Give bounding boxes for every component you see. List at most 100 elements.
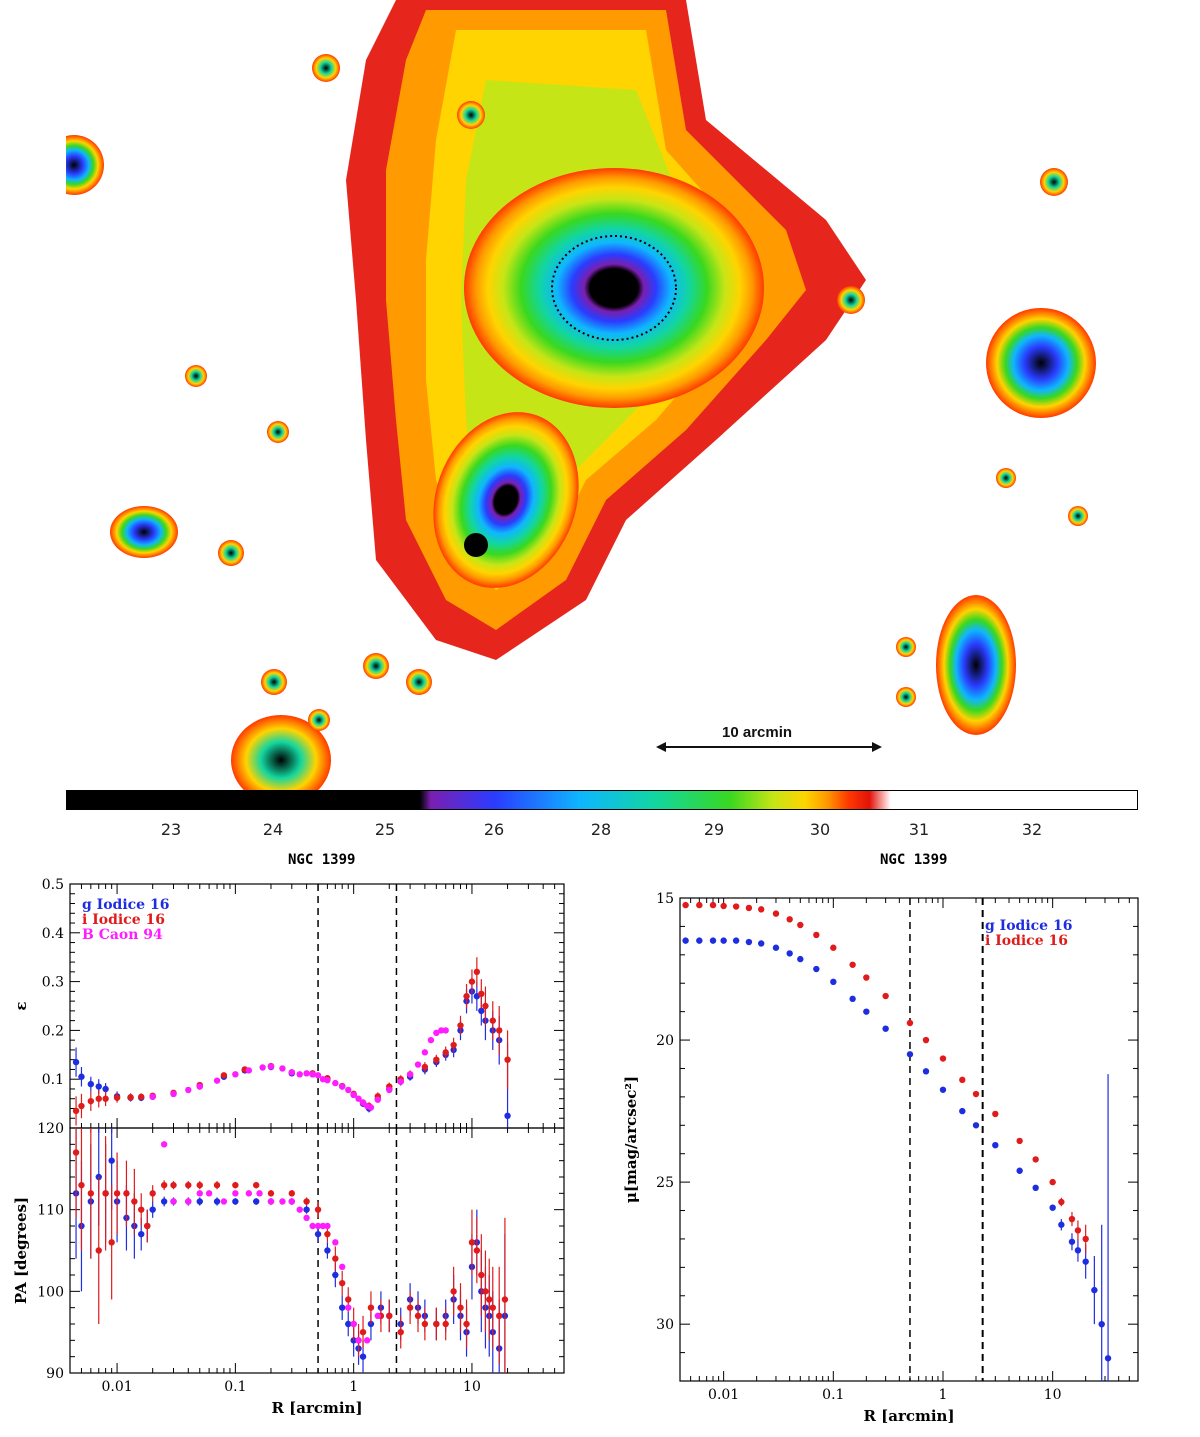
data-point-g-iodice-16	[324, 1076, 331, 1083]
data-point-i-iodice-16	[496, 1312, 503, 1320]
data-point-i-iodice-16	[939, 1055, 947, 1062]
data-point-g-iodice-16	[377, 1304, 385, 1311]
data-point-g-iodice-16	[433, 1320, 440, 1328]
y-tick-label: 0.2	[42, 1023, 64, 1039]
data-point-b-caon-94	[220, 1198, 228, 1205]
data-point-i-iodice-16	[414, 1312, 422, 1320]
colorbar-tick-label: 24	[262, 820, 284, 839]
y-axis-label: μ[mag/arcsec²]	[622, 1076, 640, 1203]
data-point-g-iodice-16	[72, 1058, 80, 1066]
data-point-i-iodice-16	[367, 1304, 375, 1311]
data-point-g-iodice-16	[1091, 1286, 1098, 1294]
data-point-i-iodice-16	[309, 1070, 316, 1077]
data-point-g-iodice-16	[1074, 1247, 1082, 1254]
data-point-g-iodice-16	[720, 937, 727, 944]
data-point-i-iodice-16	[433, 1320, 440, 1328]
data-point-g-iodice-16	[288, 1070, 296, 1077]
data-point-g-iodice-16	[478, 1288, 485, 1295]
data-point-i-iodice-16	[468, 1239, 476, 1246]
data-point-b-caon-94	[288, 1069, 296, 1076]
data-point-g-iodice-16	[1049, 1204, 1056, 1211]
data-point-b-caon-94	[363, 1337, 371, 1344]
data-point-g-iodice-16	[473, 1239, 481, 1246]
data-point-b-caon-94	[374, 1096, 382, 1103]
data-point-g-iodice-16	[127, 1094, 134, 1101]
data-point-i-iodice-16	[149, 1190, 156, 1197]
data-point-g-iodice-16	[196, 1083, 203, 1090]
galaxy-pair-lower-right	[936, 595, 1016, 735]
data-point-b-caon-94	[232, 1071, 239, 1078]
x-tick-label: 0.01	[708, 1387, 739, 1403]
data-point-g-iodice-16	[1104, 1355, 1112, 1362]
data-point-i-iodice-16	[1068, 1215, 1076, 1223]
data-point-i-iodice-16	[332, 1255, 339, 1262]
x-tick-label: 0.01	[101, 1379, 132, 1395]
data-point-g-iodice-16	[906, 1051, 914, 1058]
data-point-g-iodice-16	[406, 1296, 414, 1303]
data-point-g-iodice-16	[682, 937, 689, 944]
data-point-i-iodice-16	[489, 1304, 496, 1311]
data-point-i-iodice-16	[992, 1110, 999, 1118]
data-point-g-iodice-16	[992, 1141, 999, 1149]
data-point-i-iodice-16	[501, 1296, 509, 1303]
data-point-i-iodice-16	[772, 910, 780, 917]
data-point-g-iodice-16	[421, 1312, 429, 1320]
data-point-g-iodice-16	[421, 1066, 429, 1073]
data-point-g-iodice-16	[849, 995, 856, 1003]
data-point-b-caon-94	[345, 1086, 352, 1094]
data-point-b-caon-94	[267, 1198, 275, 1205]
data-point-i-iodice-16	[397, 1328, 404, 1336]
data-point-i-iodice-16	[359, 1328, 367, 1336]
data-point-g-iodice-16	[504, 1112, 511, 1120]
data-point-b-caon-94	[259, 1064, 266, 1071]
data-point-g-iodice-16	[108, 1157, 115, 1164]
data-point-b-caon-94	[256, 1190, 263, 1197]
data-point-i-iodice-16	[421, 1063, 429, 1071]
y-tick-label: 110	[37, 1203, 64, 1219]
data-point-b-caon-94	[363, 1102, 371, 1110]
data-point-i-iodice-16	[406, 1071, 414, 1078]
plot-frame-position_angle	[69, 1127, 565, 1374]
data-point-g-iodice-16	[288, 1198, 296, 1205]
data-point-i-iodice-16	[144, 1222, 151, 1230]
data-point-i-iodice-16	[682, 901, 689, 909]
data-point-g-iodice-16	[78, 1073, 85, 1080]
data-point-i-iodice-16	[365, 1102, 373, 1110]
data-point-g-iodice-16	[241, 1067, 248, 1074]
data-point-g-iodice-16	[386, 1085, 393, 1093]
data-point-i-iodice-16	[324, 1075, 331, 1082]
data-point-b-caon-94	[438, 1027, 445, 1034]
data-point-g-iodice-16	[442, 1312, 449, 1320]
data-point-g-iodice-16	[882, 1025, 889, 1032]
data-point-b-caon-94	[397, 1078, 404, 1085]
data-point-g-iodice-16	[732, 937, 740, 944]
data-point-i-iodice-16	[504, 1056, 511, 1063]
x-tick-label: 10	[463, 1379, 481, 1395]
data-point-i-iodice-16	[170, 1089, 177, 1097]
data-point-g-iodice-16	[468, 988, 476, 995]
colorbar-tick-label: 23	[160, 820, 182, 839]
data-point-g-iodice-16	[473, 993, 481, 1000]
data-point-g-iodice-16	[160, 1198, 168, 1205]
data-point-g-iodice-16	[359, 1353, 367, 1360]
data-point-i-iodice-16	[338, 1082, 346, 1090]
data-point-g-iodice-16	[350, 1337, 357, 1344]
data-point-i-iodice-16	[397, 1076, 404, 1083]
data-point-i-iodice-16	[922, 1036, 930, 1044]
data-point-i-iodice-16	[1058, 1198, 1065, 1206]
data-point-b-caon-94	[149, 1093, 156, 1100]
data-point-g-iodice-16	[131, 1222, 138, 1230]
data-point-i-iodice-16	[972, 1090, 980, 1098]
data-point-g-iodice-16	[95, 1173, 102, 1181]
data-point-i-iodice-16	[882, 992, 889, 1000]
data-point-b-caon-94	[386, 1086, 393, 1094]
data-point-b-caon-94	[345, 1304, 352, 1311]
data-point-b-caon-94	[324, 1076, 331, 1084]
x-tick-label: 10	[1044, 1387, 1062, 1403]
data-point-b-caon-94	[170, 1198, 177, 1205]
data-point-i-iodice-16	[797, 921, 804, 929]
data-point-i-iodice-16	[359, 1099, 367, 1106]
data-point-i-iodice-16	[196, 1181, 203, 1189]
data-point-b-caon-94	[296, 1071, 303, 1078]
data-point-g-iodice-16	[797, 955, 804, 963]
